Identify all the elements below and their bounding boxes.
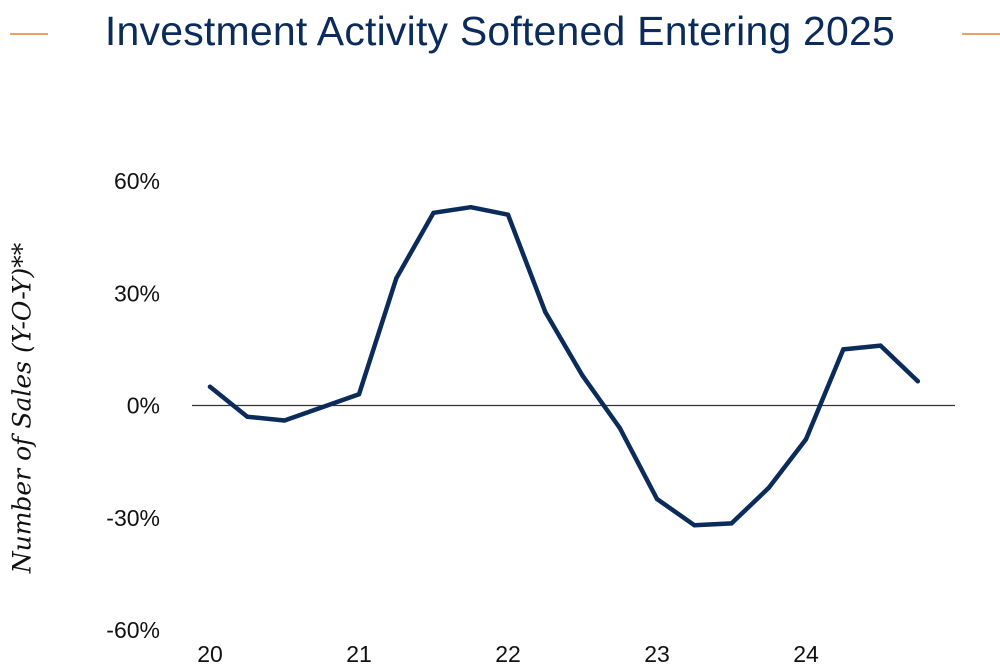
data-point — [654, 496, 660, 502]
data-point — [543, 309, 548, 315]
y-tick-label: -30% — [106, 505, 160, 531]
y-tick-label: 60% — [114, 168, 160, 194]
data-point — [394, 276, 399, 281]
x-tick-label: 22 — [495, 641, 521, 667]
data-point — [803, 436, 809, 442]
data-point — [729, 521, 734, 526]
data-point — [468, 204, 473, 210]
data-point — [282, 418, 287, 423]
x-tick-label: 23 — [644, 641, 670, 667]
title-accent-rule-right — [962, 33, 1000, 35]
data-point — [319, 405, 324, 410]
series-group — [207, 204, 921, 528]
data-point — [692, 523, 697, 528]
data-point — [841, 347, 846, 352]
data-point — [766, 485, 771, 491]
x-tick-label: 21 — [346, 641, 372, 667]
title-accent-rule-left — [10, 33, 48, 35]
y-tick-label: 0% — [127, 393, 160, 419]
y-tick-label: 30% — [114, 280, 160, 306]
x-axis-ticks: 20 21 22 23 24 — [197, 641, 819, 667]
series-line — [207, 204, 921, 528]
data-point — [617, 425, 622, 431]
data-point — [580, 373, 585, 378]
data-point — [878, 343, 883, 348]
data-point — [505, 212, 511, 217]
data-point — [207, 384, 213, 389]
y-tick-label: -60% — [106, 617, 160, 643]
x-tick-label: 20 — [197, 641, 223, 667]
data-point — [431, 210, 436, 216]
data-point — [915, 378, 920, 384]
x-tick-label: 24 — [793, 641, 819, 667]
title-row: Investment Activity Softened Entering 20… — [0, 0, 1000, 70]
y-axis-ticks: 60% 30% 0% -30% -60% — [106, 168, 160, 643]
chart-title: Investment Activity Softened Entering 20… — [104, 8, 896, 54]
data-point — [356, 392, 362, 397]
data-point — [245, 414, 250, 419]
